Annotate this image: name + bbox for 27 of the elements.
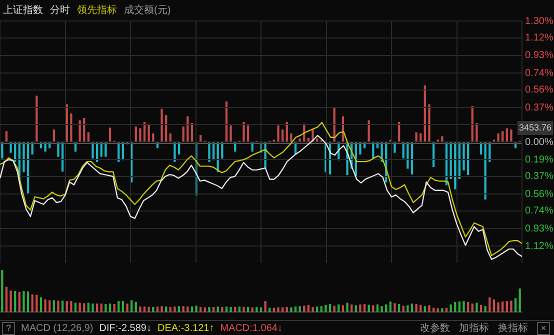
text: DEA:-3.121↑ [158, 323, 214, 334]
y-tick-label: 0.93% [525, 50, 554, 62]
text: 分时 [50, 5, 70, 16]
y-tick-label: 0.56% [525, 188, 554, 200]
y-tick-label: 0.74% [525, 68, 554, 79]
text: 领先指标 [77, 5, 117, 16]
text: 改参数 [420, 323, 450, 334]
y-tick-label: 1.12% [525, 32, 554, 44]
y-tick-label: 0.37% [525, 171, 554, 182]
y-tick-label: 0.56% [525, 84, 554, 96]
text: 换指标 [498, 323, 528, 334]
text: 上证指数 [3, 5, 43, 16]
text: 成交额(元) [124, 5, 171, 16]
text: DIF:-2.589↓ [99, 323, 152, 334]
y-tick-label: 0.19% [525, 154, 554, 166]
y-tick-label: 0.93% [525, 223, 554, 234]
y-tick-label: 1.30% [525, 16, 554, 27]
annotation: 3453.76 [518, 122, 552, 132]
text: × [537, 322, 550, 335]
y-tick-label: 1.12% [525, 240, 554, 252]
y-tick-label: 0.00% [525, 136, 554, 148]
y-tick-label: 0.37% [525, 102, 554, 114]
y-tick-label: 0.74% [525, 206, 554, 217]
text: 加指标 [459, 323, 489, 334]
text: MACD:1.064↓ [220, 323, 282, 334]
text: MACD (12,26,9) [21, 323, 94, 334]
text: ? [2, 322, 15, 335]
